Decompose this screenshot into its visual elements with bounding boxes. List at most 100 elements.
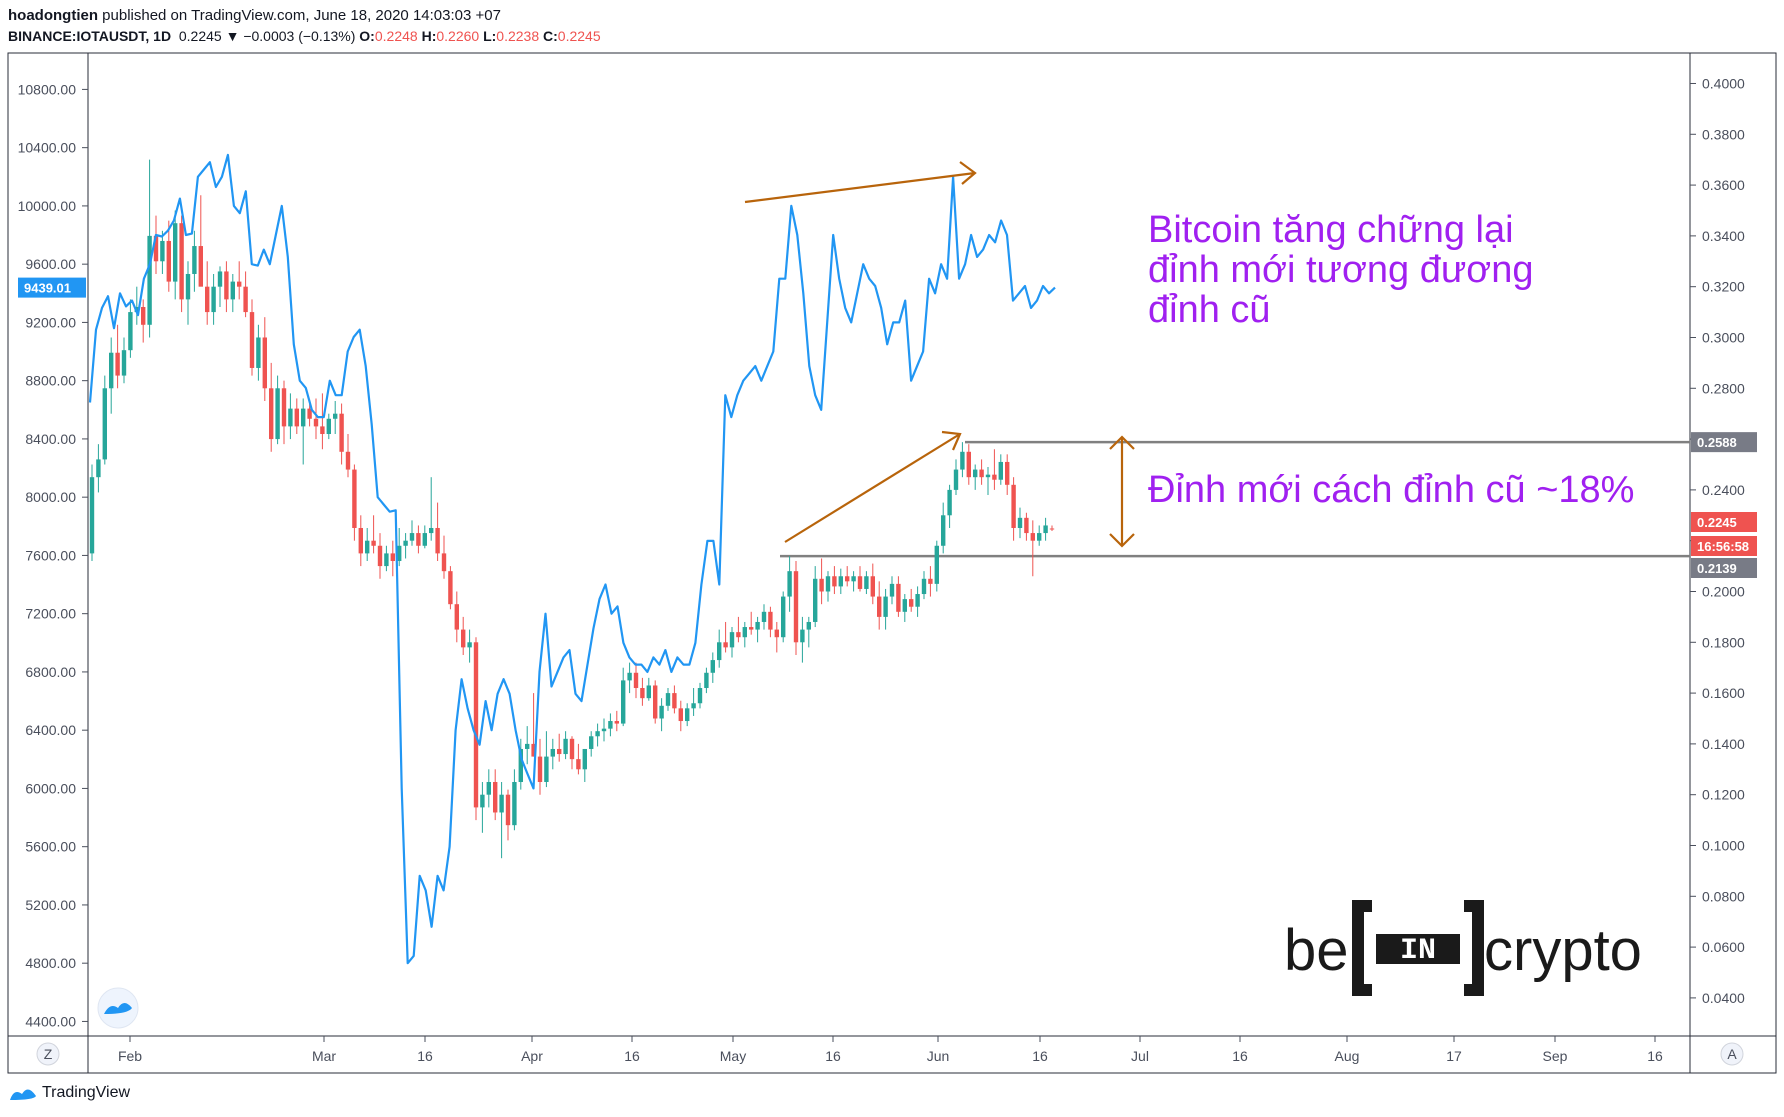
x-tick-label: 17 (1446, 1048, 1462, 1064)
candle-body (832, 576, 837, 587)
candle-body (979, 469, 984, 478)
candle-body (147, 235, 152, 325)
candle-body (595, 731, 600, 737)
candle-body (518, 748, 523, 782)
candle-body (390, 553, 395, 562)
publish-text: published on TradingView.com, June 18, 2… (102, 7, 501, 24)
candle-body (633, 672, 639, 689)
candle-body (179, 223, 184, 300)
candle-body (480, 794, 485, 808)
candle-body (275, 388, 280, 440)
time-axis[interactable]: Feb Mar 16 Apr 16 May 16 Jun 16 Jul 16 Aug 17 Sep 16 (118, 1036, 1663, 1064)
candle-body (960, 451, 965, 470)
candle-body (646, 685, 651, 699)
current-btc-tag-label: 9439.01 (24, 281, 71, 296)
candle-body (243, 286, 248, 313)
left-tick-label: 8000.00 (25, 489, 76, 505)
candle-body (185, 273, 191, 300)
right-tick-label: 0.0600 (1702, 939, 1745, 955)
left-tick-label: 10000.00 (18, 198, 77, 214)
candle-body (109, 352, 114, 389)
candle-body (621, 680, 626, 724)
timezone-button-label[interactable]: Z (44, 1046, 53, 1062)
candle-body (966, 451, 971, 478)
right-tick-label: 0.1800 (1702, 634, 1745, 650)
timezone-button[interactable]: Z (36, 1042, 60, 1066)
btc-trend-arrow (744, 171, 976, 204)
candle-body (902, 599, 907, 612)
symbol-name: BINANCE:IOTAUSDT, 1D (8, 28, 172, 44)
x-tick-label: 16 (825, 1048, 841, 1064)
btc-price-line (88, 153, 1056, 965)
candle-body (224, 271, 229, 300)
beincrypto-logo-svg: be IN crypto (1284, 900, 1642, 996)
tradingview-footer[interactable]: TradingView (8, 1084, 130, 1102)
candle-body (1011, 484, 1016, 528)
left-tick-label: 5200.00 (25, 897, 76, 913)
candle-body (141, 307, 146, 325)
candle-body (313, 418, 319, 427)
iota-candles (89, 159, 1055, 859)
auto-scale-button-label[interactable]: A (1727, 1046, 1737, 1062)
candle-body (659, 705, 664, 719)
candle-body (422, 533, 427, 546)
candle-body (262, 337, 267, 389)
x-tick-label: 16 (624, 1048, 640, 1064)
auto-scale-button[interactable]: A (1720, 1042, 1744, 1066)
candle-body (377, 545, 383, 567)
candle-body (845, 576, 850, 582)
axis-tag-label: 0.2139 (1697, 561, 1737, 576)
candle-body (505, 794, 511, 826)
candle-body (1024, 517, 1029, 534)
candle-body (339, 413, 344, 452)
candle-body (115, 352, 120, 376)
high-value: 0.2260 (436, 28, 480, 44)
candle-body (985, 474, 991, 478)
candle-body (589, 736, 594, 749)
high-label: H: (421, 28, 437, 44)
left-price-axis[interactable]: 10800.00 10400.00 10000.00 9600.00 9200.00 88… (18, 81, 88, 1029)
left-tick-label: 4800.00 (25, 955, 76, 971)
right-tick-label: 0.3800 (1702, 126, 1745, 142)
tradingview-badge[interactable] (97, 987, 139, 1029)
open-value: 0.2248 (374, 28, 418, 44)
candle-body (557, 748, 562, 755)
btc-note-line-2: đỉnh mới tương đương (1148, 249, 1533, 291)
candle-body (409, 533, 415, 541)
candle-body (416, 533, 421, 546)
x-tick-label: 16 (417, 1048, 433, 1064)
axis-tag-label: 16:56:58 (1697, 539, 1749, 554)
author-name[interactable]: hoadongtien (8, 7, 98, 24)
candle-body (672, 693, 677, 709)
candle-body (128, 312, 133, 351)
candle-body (281, 388, 287, 427)
candle-body (173, 223, 178, 282)
candle-body (166, 240, 171, 282)
candle-body (512, 781, 517, 826)
candle-body (915, 594, 920, 607)
candle-body (307, 408, 312, 419)
annotation-notes: Bitcoin tăng chững lại đỉnh mới tương đư… (1148, 209, 1634, 511)
trend-drawings (744, 161, 1135, 548)
candle-body (704, 672, 709, 689)
candle-body (237, 281, 242, 287)
candle-body (544, 756, 549, 782)
candle-body (947, 489, 952, 516)
x-tick-label: Sep (1543, 1048, 1568, 1064)
candle-body (857, 576, 863, 589)
right-tick-label: 0.1600 (1702, 685, 1745, 701)
axis-tag-bg (1691, 536, 1757, 556)
candle-body (320, 426, 325, 435)
candle-body (256, 337, 261, 368)
right-tick-label: 0.2000 (1702, 583, 1745, 599)
candle-body (992, 474, 997, 480)
candle-body (89, 477, 95, 554)
chart-frame (7, 52, 1777, 1074)
measure-arrow-bottom (1109, 533, 1135, 548)
x-tick-label: 16 (1232, 1048, 1248, 1064)
candle-body (198, 246, 203, 287)
candle-body (1037, 533, 1042, 541)
candle-body (819, 578, 824, 592)
btc-note-line-3: đỉnh cũ (1148, 289, 1271, 331)
